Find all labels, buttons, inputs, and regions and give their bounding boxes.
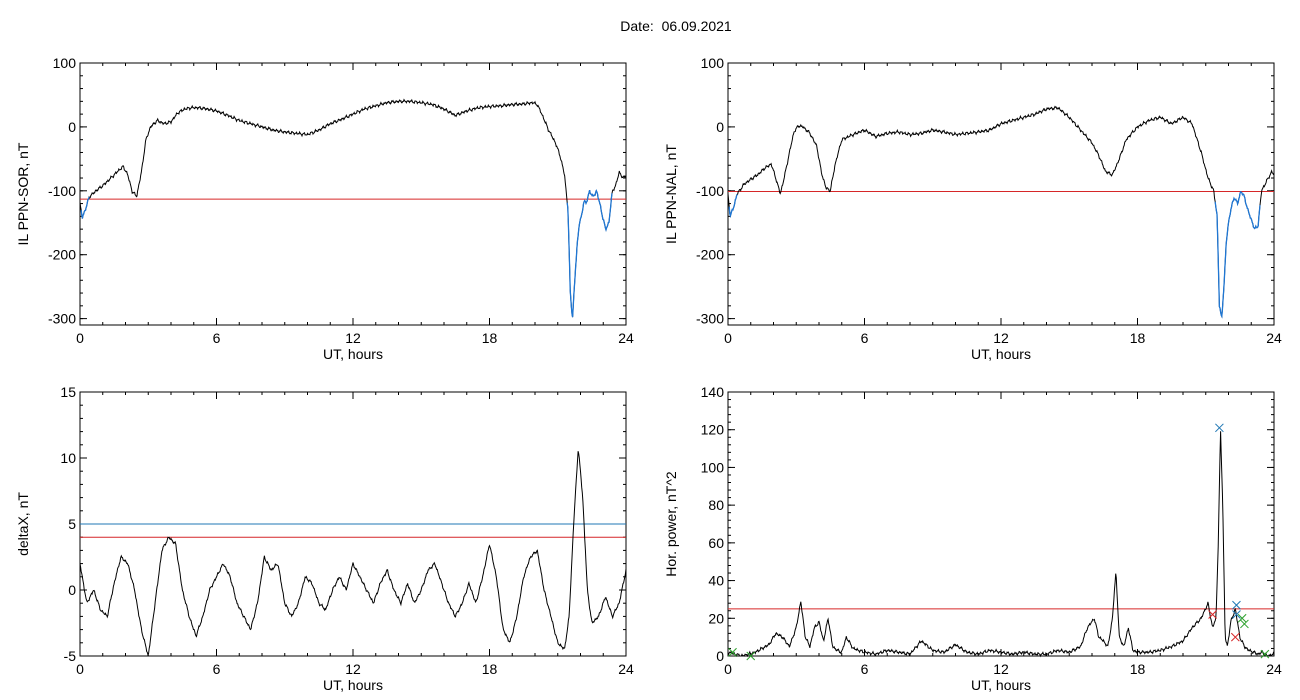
event-marker <box>1260 649 1270 659</box>
x-tick-label: 24 <box>618 330 634 346</box>
y-tick-label: 120 <box>701 422 725 438</box>
y-axis-label: deltaX, nT <box>15 492 31 556</box>
x-tick-label: 12 <box>993 661 1009 677</box>
y-tick-label: 0 <box>68 119 76 135</box>
event-marker-stroke <box>1240 619 1249 629</box>
x-tick-label: 24 <box>1266 330 1282 346</box>
series-line <box>79 451 627 657</box>
y-tick-label: -100 <box>696 183 724 199</box>
y-tick-label: 40 <box>708 573 724 589</box>
y-tick-label: 100 <box>53 55 77 71</box>
x-tick-label: 24 <box>618 661 634 677</box>
x-tick-label: 6 <box>213 661 221 677</box>
chart-panel-4: 0 6 12 18 24 0 20 40 60 80 100 120 140 UT, hours Hor. … <box>663 384 1282 693</box>
x-tick-label: 18 <box>1130 330 1146 346</box>
chart-panel-2: 0 6 12 18 24 -300 -200 -100 0 100 UT, hours IL PPN-… <box>663 55 1282 362</box>
plot-frame <box>727 62 1275 326</box>
y-tick-label: 15 <box>60 384 76 400</box>
y-tick-label: -300 <box>696 311 724 327</box>
x-tick-label: 12 <box>345 330 361 346</box>
x-tick-label: 0 <box>724 330 732 346</box>
x-tick-label: 0 <box>76 330 84 346</box>
highlight-segment <box>80 196 90 219</box>
event-marker <box>1230 632 1240 642</box>
y-tick-label: 80 <box>708 497 724 513</box>
y-axis-label: Hor. power, nT^2 <box>663 471 679 577</box>
event-marker <box>1208 610 1217 619</box>
date-header: Date: 06.09.2021 <box>0 18 1300 34</box>
y-tick-label: 100 <box>701 55 725 71</box>
date-label: Date: <box>620 18 654 34</box>
plot-frame <box>79 62 627 326</box>
x-tick-label: 24 <box>1266 661 1282 677</box>
x-tick-label: 0 <box>76 661 84 677</box>
date-value: 06.09.2021 <box>661 18 732 34</box>
event-marker <box>1215 423 1224 433</box>
y-tick-label: 0 <box>68 582 76 598</box>
event-marker-stroke <box>1232 600 1241 610</box>
series-line <box>727 105 1275 319</box>
event-marker <box>1240 619 1249 629</box>
event-marker <box>746 651 756 661</box>
event-marker <box>1232 600 1241 610</box>
series-line <box>79 98 627 318</box>
y-tick-label: 20 <box>708 610 724 626</box>
x-tick-label: 6 <box>861 661 869 677</box>
highlight-segment <box>566 189 613 318</box>
x-tick-label: 6 <box>213 330 221 346</box>
y-tick-label: -300 <box>48 311 76 327</box>
highlight-segment <box>728 194 738 219</box>
y-tick-label: -5 <box>64 648 77 664</box>
y-tick-label: -200 <box>696 247 724 263</box>
event-marker <box>1232 610 1241 619</box>
y-tick-label: 5 <box>68 516 76 532</box>
x-axis-label: UT, hours <box>323 677 383 693</box>
x-tick-label: 0 <box>724 661 732 677</box>
y-tick-label: 140 <box>701 384 725 400</box>
event-marker-stroke <box>728 647 737 657</box>
event-marker-stroke <box>1208 610 1217 619</box>
event-marker-stroke <box>1215 423 1224 433</box>
event-marker-stroke <box>1232 610 1241 619</box>
y-tick-label: 60 <box>708 535 724 551</box>
event-marker <box>1237 613 1247 623</box>
y-tick-label: -200 <box>48 247 76 263</box>
event-marker-stroke <box>1260 649 1270 659</box>
y-tick-label: 100 <box>701 459 725 475</box>
y-tick-label: -100 <box>48 183 76 199</box>
x-tick-label: 18 <box>1130 661 1146 677</box>
event-marker <box>728 647 737 657</box>
x-tick-label: 12 <box>993 330 1009 346</box>
highlight-segment <box>1214 191 1261 319</box>
y-axis-label: IL PPN-NAL, nT <box>663 144 679 244</box>
x-axis-label: UT, hours <box>971 677 1031 693</box>
x-tick-label: 18 <box>482 661 498 677</box>
y-tick-label: 10 <box>60 450 76 466</box>
plot-frame <box>727 391 1275 657</box>
chart-panel-1: 0 6 12 18 24 -300 -200 -100 0 100 UT, hours IL PPN-… <box>15 55 634 362</box>
series-line <box>727 431 1275 658</box>
y-axis-label: IL PPN-SOR, nT <box>15 142 31 245</box>
event-marker-stroke <box>1230 632 1240 642</box>
x-tick-label: 6 <box>861 330 869 346</box>
y-tick-label: 0 <box>716 119 724 135</box>
event-marker-stroke <box>746 651 756 661</box>
event-marker-stroke <box>1237 613 1247 623</box>
y-tick-label: 0 <box>716 648 724 664</box>
x-tick-label: 18 <box>482 330 498 346</box>
x-axis-label: UT, hours <box>971 346 1031 362</box>
x-tick-label: 12 <box>345 661 361 677</box>
x-axis-label: UT, hours <box>323 346 383 362</box>
